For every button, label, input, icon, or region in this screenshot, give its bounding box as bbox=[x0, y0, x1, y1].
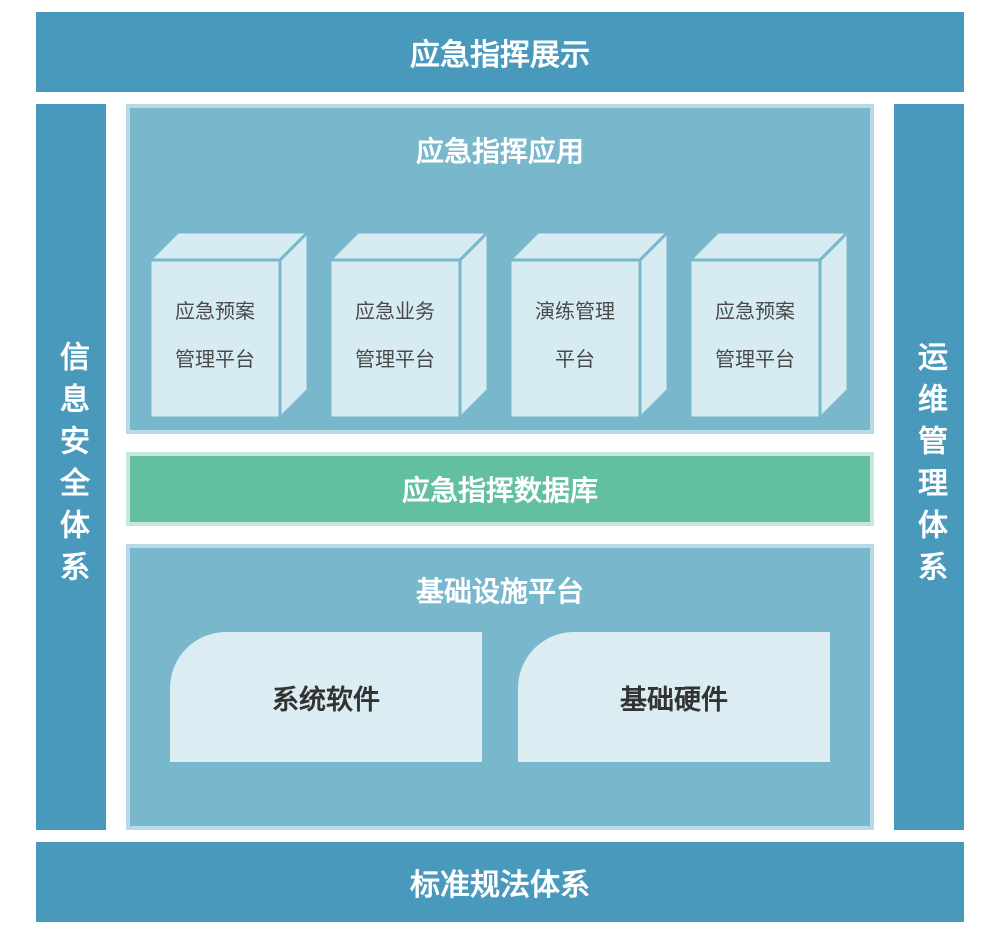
infra-box-0: 系统软件 bbox=[170, 632, 482, 762]
right-side-bar: 运维管理体系 bbox=[894, 104, 964, 830]
cube-label-2: 演练管理平台 bbox=[510, 288, 640, 384]
cube-3: 应急预案管理平台 bbox=[690, 220, 850, 420]
application-layer-title: 应急指挥应用 bbox=[416, 130, 584, 170]
cube-label-3: 应急预案管理平台 bbox=[690, 288, 820, 384]
cube-label-0: 应急预案管理平台 bbox=[150, 288, 280, 384]
bottom-bar: 标准规法体系 bbox=[36, 842, 964, 922]
right-side-label: 运维管理体系 bbox=[907, 341, 951, 593]
middle-row: 信息安全体系 应急指挥应用 应急预案管理平台 应急业务管理平台 演练管理平台 应… bbox=[36, 104, 964, 830]
application-layer-panel: 应急指挥应用 应急预案管理平台 应急业务管理平台 演练管理平台 应急预案管理平台 bbox=[126, 104, 874, 434]
architecture-diagram: 应急指挥展示 信息安全体系 应急指挥应用 应急预案管理平台 应急业务管理平台 演… bbox=[36, 12, 964, 922]
cubes-row: 应急预案管理平台 应急业务管理平台 演练管理平台 应急预案管理平台 bbox=[130, 192, 870, 420]
center-column: 应急指挥应用 应急预案管理平台 应急业务管理平台 演练管理平台 应急预案管理平台… bbox=[118, 104, 882, 830]
infra-boxes-row: 系统软件基础硬件 bbox=[130, 632, 870, 826]
database-layer-panel: 应急指挥数据库 bbox=[126, 452, 874, 526]
left-side-bar: 信息安全体系 bbox=[36, 104, 106, 830]
infra-box-1: 基础硬件 bbox=[518, 632, 830, 762]
cube-label-1: 应急业务管理平台 bbox=[330, 288, 460, 384]
left-side-label: 信息安全体系 bbox=[49, 341, 93, 593]
cube-1: 应急业务管理平台 bbox=[330, 220, 490, 420]
cube-0: 应急预案管理平台 bbox=[150, 220, 310, 420]
cube-2: 演练管理平台 bbox=[510, 220, 670, 420]
top-bar-label: 应急指挥展示 bbox=[410, 30, 590, 74]
database-layer-title: 应急指挥数据库 bbox=[402, 469, 598, 509]
infrastructure-layer-panel: 基础设施平台 系统软件基础硬件 bbox=[126, 544, 874, 830]
top-bar: 应急指挥展示 bbox=[36, 12, 964, 92]
bottom-bar-label: 标准规法体系 bbox=[410, 860, 590, 904]
infrastructure-layer-title: 基础设施平台 bbox=[416, 570, 584, 610]
